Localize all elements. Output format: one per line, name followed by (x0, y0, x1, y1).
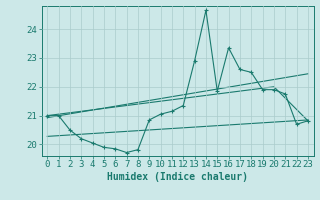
X-axis label: Humidex (Indice chaleur): Humidex (Indice chaleur) (107, 172, 248, 182)
